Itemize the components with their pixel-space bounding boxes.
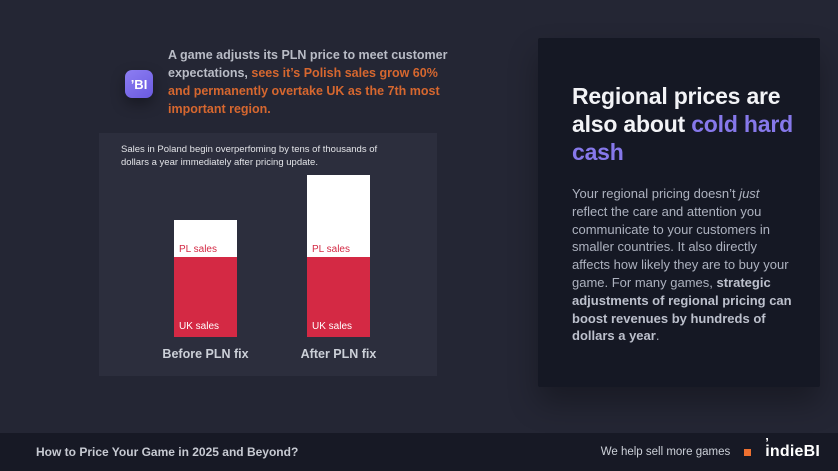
footer-tagline: We help sell more games <box>600 446 731 458</box>
footer-bar: How to Price Your Game in 2025 and Beyon… <box>0 433 838 471</box>
footer-title: How to Price Your Game in 2025 and Beyon… <box>36 445 299 459</box>
bar-category-label: Before PLN fix <box>162 347 249 361</box>
panel-heading-accent: cold hard cash <box>572 111 793 165</box>
pl-sales-label: PL sales <box>312 244 350 255</box>
panel-heading-white: Regional prices are also about <box>572 83 781 137</box>
text-segment: Your regional pricing doesn’t <box>572 186 740 201</box>
pl-sales-segment: PL sales <box>307 175 370 257</box>
indiebi-logo: ’ indieBI <box>765 436 820 460</box>
stacked-bar: PL sales UK sales After PLN fix <box>301 175 376 361</box>
text-segment: sees it’s Polish sales grow 60% and perm… <box>168 66 440 116</box>
uk-sales-label: UK sales <box>312 321 353 332</box>
uk-sales-label: UK sales <box>179 321 220 332</box>
text-segment: A game adjusts its PLN price to meet cus… <box>168 48 448 80</box>
footer-brand-group: We help sell more games ’ indieBI <box>600 436 820 460</box>
takeaway-panel: Regional prices are also about cold hard… <box>538 38 820 387</box>
chart-caption: Sales in Poland begin overperfoming by t… <box>121 144 377 169</box>
panel-heading: Regional prices are also about cold hard… <box>572 82 798 166</box>
indiebi-app-icon: ’BI <box>125 70 153 98</box>
text-segment: . <box>655 328 660 344</box>
text-segment: reflect the care and attention you commu… <box>572 203 789 290</box>
logo-accent-tick: ’ <box>765 435 770 450</box>
bar-category-label: After PLN fix <box>300 347 377 361</box>
bar-chart: PL sales UK sales Before PLN fix PL sales UK… <box>99 133 437 376</box>
intro-text: A game adjusts its PLN price to meet cus… <box>168 46 460 118</box>
chart-panel: Sales in Poland begin overperfoming by t… <box>99 133 437 376</box>
logo-wordmark: indieBI <box>765 443 820 460</box>
brand-square-icon <box>744 448 752 456</box>
uk-sales-segment: UK sales <box>307 257 370 337</box>
text-segment: just <box>739 186 760 201</box>
uk-sales-segment: UK sales <box>174 257 237 337</box>
pl-sales-label: PL sales <box>179 244 217 255</box>
stacked-bar: PL sales UK sales Before PLN fix <box>162 220 249 361</box>
text-segment: strategic adjustments of regional pricin… <box>572 274 792 344</box>
chart-caption-line2: dollars a year immediately after pricing… <box>121 156 318 168</box>
panel-body: Your regional pricing doesn’t just refle… <box>572 185 793 345</box>
chart-caption-line1: Sales in Poland begin overperfoming by t… <box>121 144 378 155</box>
pl-sales-segment: PL sales <box>174 220 237 257</box>
